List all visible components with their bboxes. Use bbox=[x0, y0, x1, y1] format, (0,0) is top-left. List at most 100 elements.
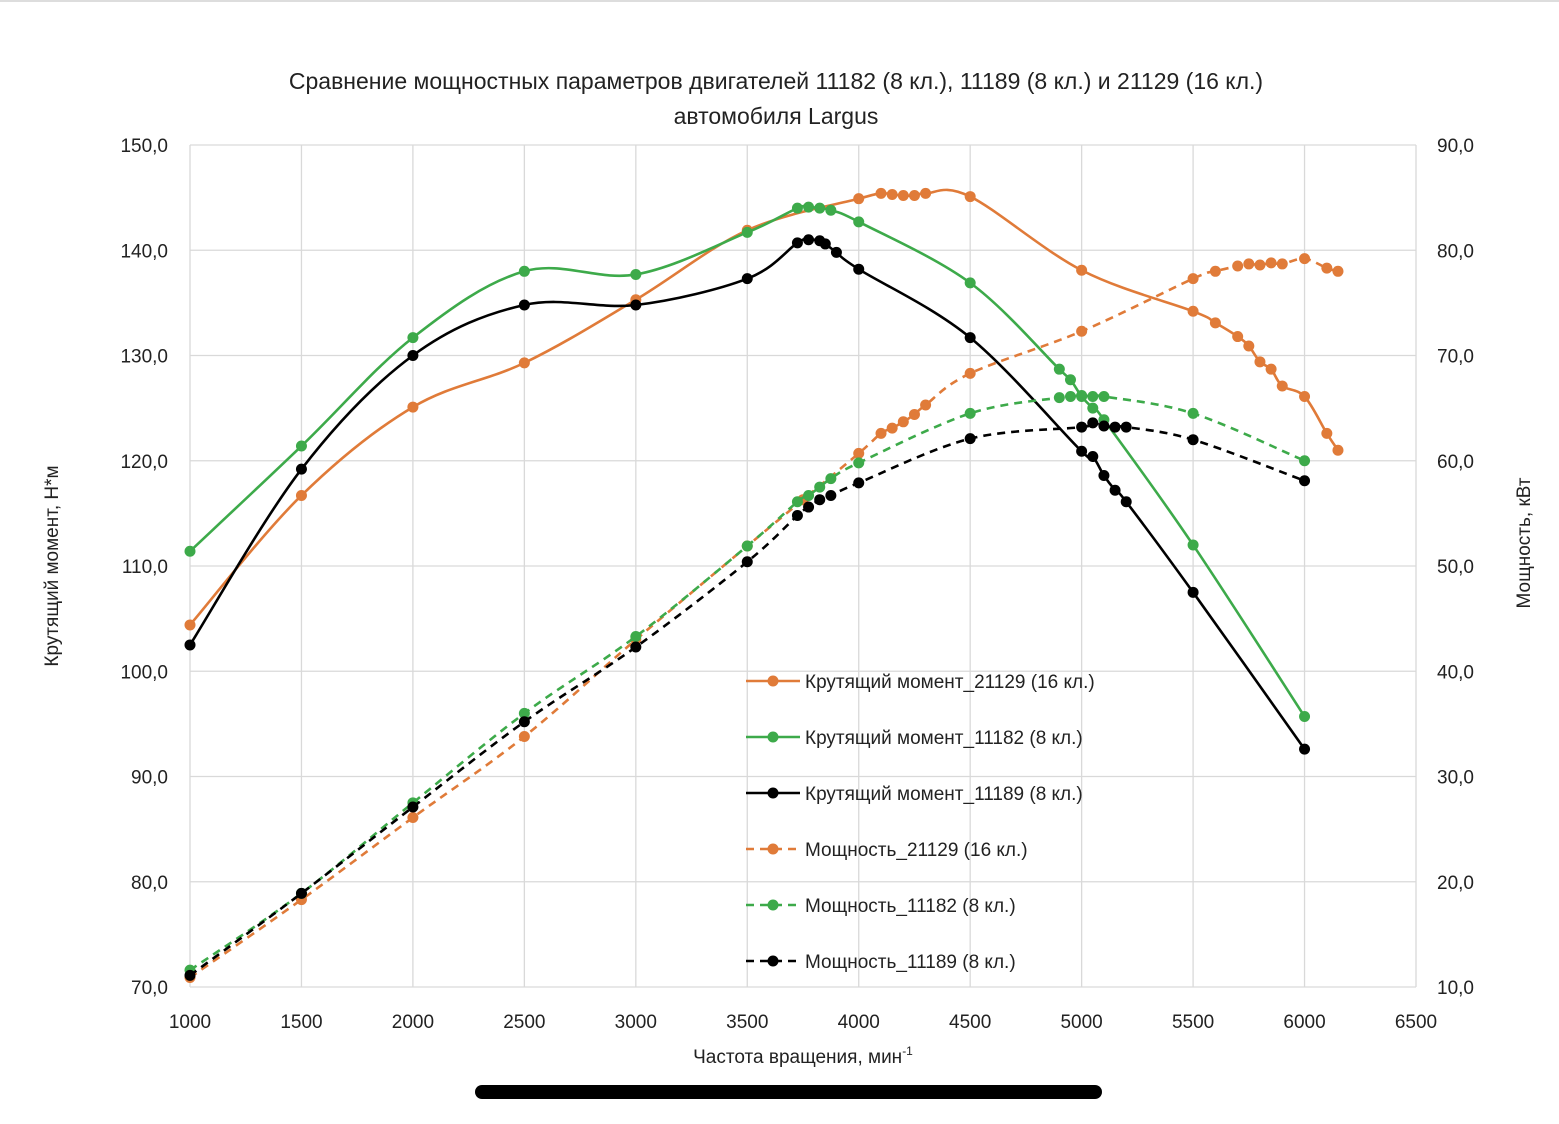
data-point bbox=[1265, 363, 1277, 375]
data-point bbox=[1299, 711, 1311, 723]
data-point bbox=[1209, 265, 1221, 277]
y-tick-label: 110,0 bbox=[122, 557, 168, 578]
data-point bbox=[407, 332, 419, 344]
data-point bbox=[1299, 391, 1311, 403]
legend-marker bbox=[767, 899, 779, 911]
x-tick-label: 3000 bbox=[615, 1012, 657, 1033]
data-point bbox=[1299, 475, 1311, 487]
x-tick-label: 2000 bbox=[392, 1012, 434, 1033]
data-point bbox=[630, 641, 642, 653]
x-tick-label: 1000 bbox=[169, 1012, 211, 1033]
data-point bbox=[908, 190, 920, 202]
y-tick-label: 150,0 bbox=[120, 136, 168, 157]
data-point bbox=[1209, 317, 1221, 329]
data-point bbox=[1053, 363, 1065, 375]
legend-label: Крутящий момент_11189 (8 кл.) bbox=[805, 784, 1083, 805]
data-point bbox=[964, 277, 976, 289]
x-axis-label-text: Частота вращения, мин bbox=[693, 1047, 902, 1068]
series-line bbox=[189, 257, 1339, 979]
x-tick-label: 6000 bbox=[1283, 1012, 1325, 1033]
data-point bbox=[1076, 421, 1088, 433]
data-point bbox=[1254, 259, 1266, 271]
data-point bbox=[630, 631, 642, 643]
data-point bbox=[407, 801, 419, 813]
home-indicator-bar bbox=[475, 1085, 1102, 1099]
legend-label: Мощность_11182 (8 кл.) bbox=[805, 896, 1016, 917]
data-point bbox=[407, 401, 419, 413]
data-point bbox=[741, 540, 753, 552]
legend-marker bbox=[767, 787, 779, 799]
data-point bbox=[964, 433, 976, 445]
y2-tick-label: 60,0 bbox=[1437, 452, 1474, 473]
legend: Крутящий момент_21129 (16 кл.) Крутящий м… bbox=[746, 672, 1095, 973]
y-axis-label: Крутящий момент, Н*м bbox=[42, 465, 63, 666]
data-point bbox=[1087, 402, 1099, 414]
data-point bbox=[295, 463, 307, 475]
y2-tick-label: 70,0 bbox=[1437, 347, 1474, 368]
data-point bbox=[1243, 340, 1255, 352]
data-point bbox=[1187, 586, 1199, 598]
x-tick-label: 4000 bbox=[838, 1012, 880, 1033]
data-point bbox=[1232, 260, 1244, 272]
y2-axis-label: Мощность, кВт bbox=[1514, 477, 1535, 608]
data-point bbox=[1087, 417, 1099, 429]
data-point bbox=[814, 481, 826, 493]
data-point bbox=[1053, 392, 1065, 404]
legend-marker bbox=[767, 731, 779, 743]
data-point bbox=[964, 407, 976, 419]
data-point bbox=[1120, 496, 1132, 508]
data-point bbox=[1076, 264, 1088, 276]
x-tick-label: 5500 bbox=[1172, 1012, 1214, 1033]
legend-marker bbox=[767, 675, 779, 687]
legend-label: Крутящий момент_21129 (16 кл.) bbox=[805, 672, 1095, 693]
data-point bbox=[830, 246, 842, 258]
data-point bbox=[1076, 389, 1088, 401]
legend-label: Крутящий момент_11182 (8 кл.) bbox=[805, 728, 1083, 749]
y-tick-label: 100,0 bbox=[120, 662, 168, 683]
y-tick-label: 140,0 bbox=[120, 241, 168, 262]
data-point bbox=[295, 489, 307, 501]
top-border bbox=[0, 0, 1559, 2]
data-point bbox=[1276, 380, 1288, 392]
series-1 bbox=[184, 187, 1344, 631]
data-point bbox=[1243, 258, 1255, 270]
data-point bbox=[1120, 421, 1132, 433]
data-point bbox=[184, 619, 196, 631]
data-point bbox=[1321, 427, 1333, 439]
y-tick-label: 90,0 bbox=[131, 768, 168, 789]
legend-item: Мощность_11189 (8 кл.) bbox=[746, 952, 1016, 973]
y2-tick-label: 80,0 bbox=[1437, 241, 1474, 262]
data-point bbox=[1098, 469, 1110, 481]
data-point bbox=[1332, 265, 1344, 277]
data-point bbox=[803, 201, 815, 213]
legend-marker bbox=[767, 843, 779, 855]
legend-item: Мощность_21129 (16 кл.) bbox=[746, 840, 1028, 861]
data-point bbox=[630, 268, 642, 280]
data-point bbox=[1254, 356, 1266, 368]
data-point bbox=[1299, 455, 1311, 467]
data-point bbox=[184, 639, 196, 651]
data-point bbox=[819, 238, 831, 250]
data-point bbox=[791, 509, 803, 521]
legend-label: Мощность_11189 (8 кл.) bbox=[805, 952, 1016, 973]
legend-item: Крутящий момент_11189 (8 кл.) bbox=[746, 784, 1083, 805]
series-layer bbox=[184, 187, 1344, 984]
data-point bbox=[1187, 407, 1199, 419]
data-point bbox=[803, 501, 815, 513]
data-point bbox=[853, 216, 865, 228]
data-point bbox=[1187, 305, 1199, 317]
data-point bbox=[920, 187, 932, 199]
data-point bbox=[964, 191, 976, 203]
data-point bbox=[407, 812, 419, 824]
data-point bbox=[518, 357, 530, 369]
data-point bbox=[1187, 539, 1199, 551]
data-point bbox=[630, 299, 642, 311]
data-point bbox=[920, 399, 932, 411]
gridlines bbox=[189, 144, 1417, 988]
data-point bbox=[825, 473, 837, 485]
data-point bbox=[825, 489, 837, 501]
data-point bbox=[1076, 325, 1088, 337]
y2-tick-label: 40,0 bbox=[1437, 662, 1474, 683]
data-point bbox=[1299, 743, 1311, 755]
data-point bbox=[1109, 421, 1121, 433]
